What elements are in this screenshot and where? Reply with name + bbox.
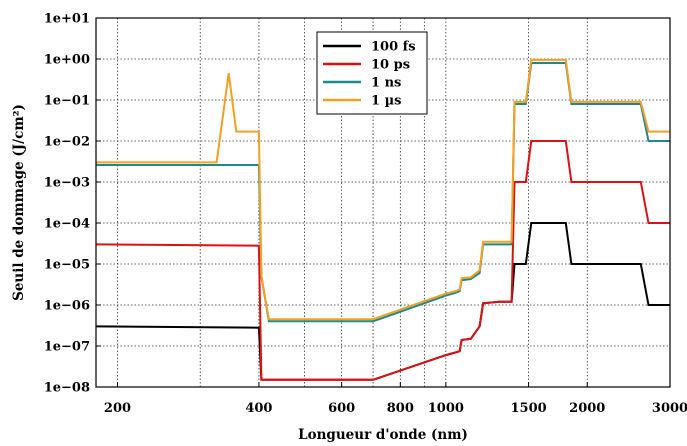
y-tick-label: 1e−01 bbox=[44, 94, 90, 109]
x-tick-label: 1500 bbox=[510, 401, 546, 416]
y-tick-label: 1e−07 bbox=[44, 340, 90, 355]
legend-entry: 1 µs bbox=[371, 94, 401, 109]
y-tick-label: 1e−02 bbox=[44, 135, 90, 150]
legend-entry: 100 fs bbox=[371, 40, 416, 55]
x-tick-label: 800 bbox=[387, 401, 414, 416]
series-lines bbox=[95, 58, 670, 381]
series-line-10-ps bbox=[95, 140, 670, 381]
y-tick-label: 1e−06 bbox=[44, 299, 90, 314]
x-tick-label: 400 bbox=[245, 401, 272, 416]
x-tick-label: 2000 bbox=[569, 401, 605, 416]
y-tick-label: 1e−05 bbox=[44, 258, 90, 273]
x-tick-label: 600 bbox=[328, 401, 355, 416]
y-axis: 1e+01 1e+00 1e−01 1e−02 1e−03 1e−04 1e−05 1e−06… bbox=[44, 12, 101, 396]
legend: 100 fs 10 ps 1 ns 1 µs bbox=[316, 31, 428, 115]
y-tick-label: 1e−04 bbox=[44, 217, 90, 232]
x-tick-label: 200 bbox=[104, 401, 131, 416]
y-tick-label: 1e+01 bbox=[44, 12, 90, 27]
y-tick-label: 1e−03 bbox=[44, 176, 90, 191]
y-tick-label: 1e−08 bbox=[44, 381, 90, 396]
series-line-100-fs bbox=[95, 222, 670, 381]
y-tick-label: 1e+00 bbox=[44, 53, 90, 68]
x-axis: 200 400 600 800 1000 1500 2000 3000 bbox=[104, 382, 687, 416]
x-tick-label: 1000 bbox=[428, 401, 464, 416]
legend-entry: 1 ns bbox=[371, 76, 401, 91]
x-tick-label: 3000 bbox=[652, 401, 687, 416]
series-line-1-us bbox=[96, 58, 670, 321]
legend-entry: 10 ps bbox=[371, 58, 410, 73]
y-axis-label: Seuil de dommage (J/cm²) bbox=[11, 104, 27, 301]
x-axis-label: Longueur d'onde (nm) bbox=[298, 427, 468, 443]
plot-frame bbox=[95, 17, 671, 388]
